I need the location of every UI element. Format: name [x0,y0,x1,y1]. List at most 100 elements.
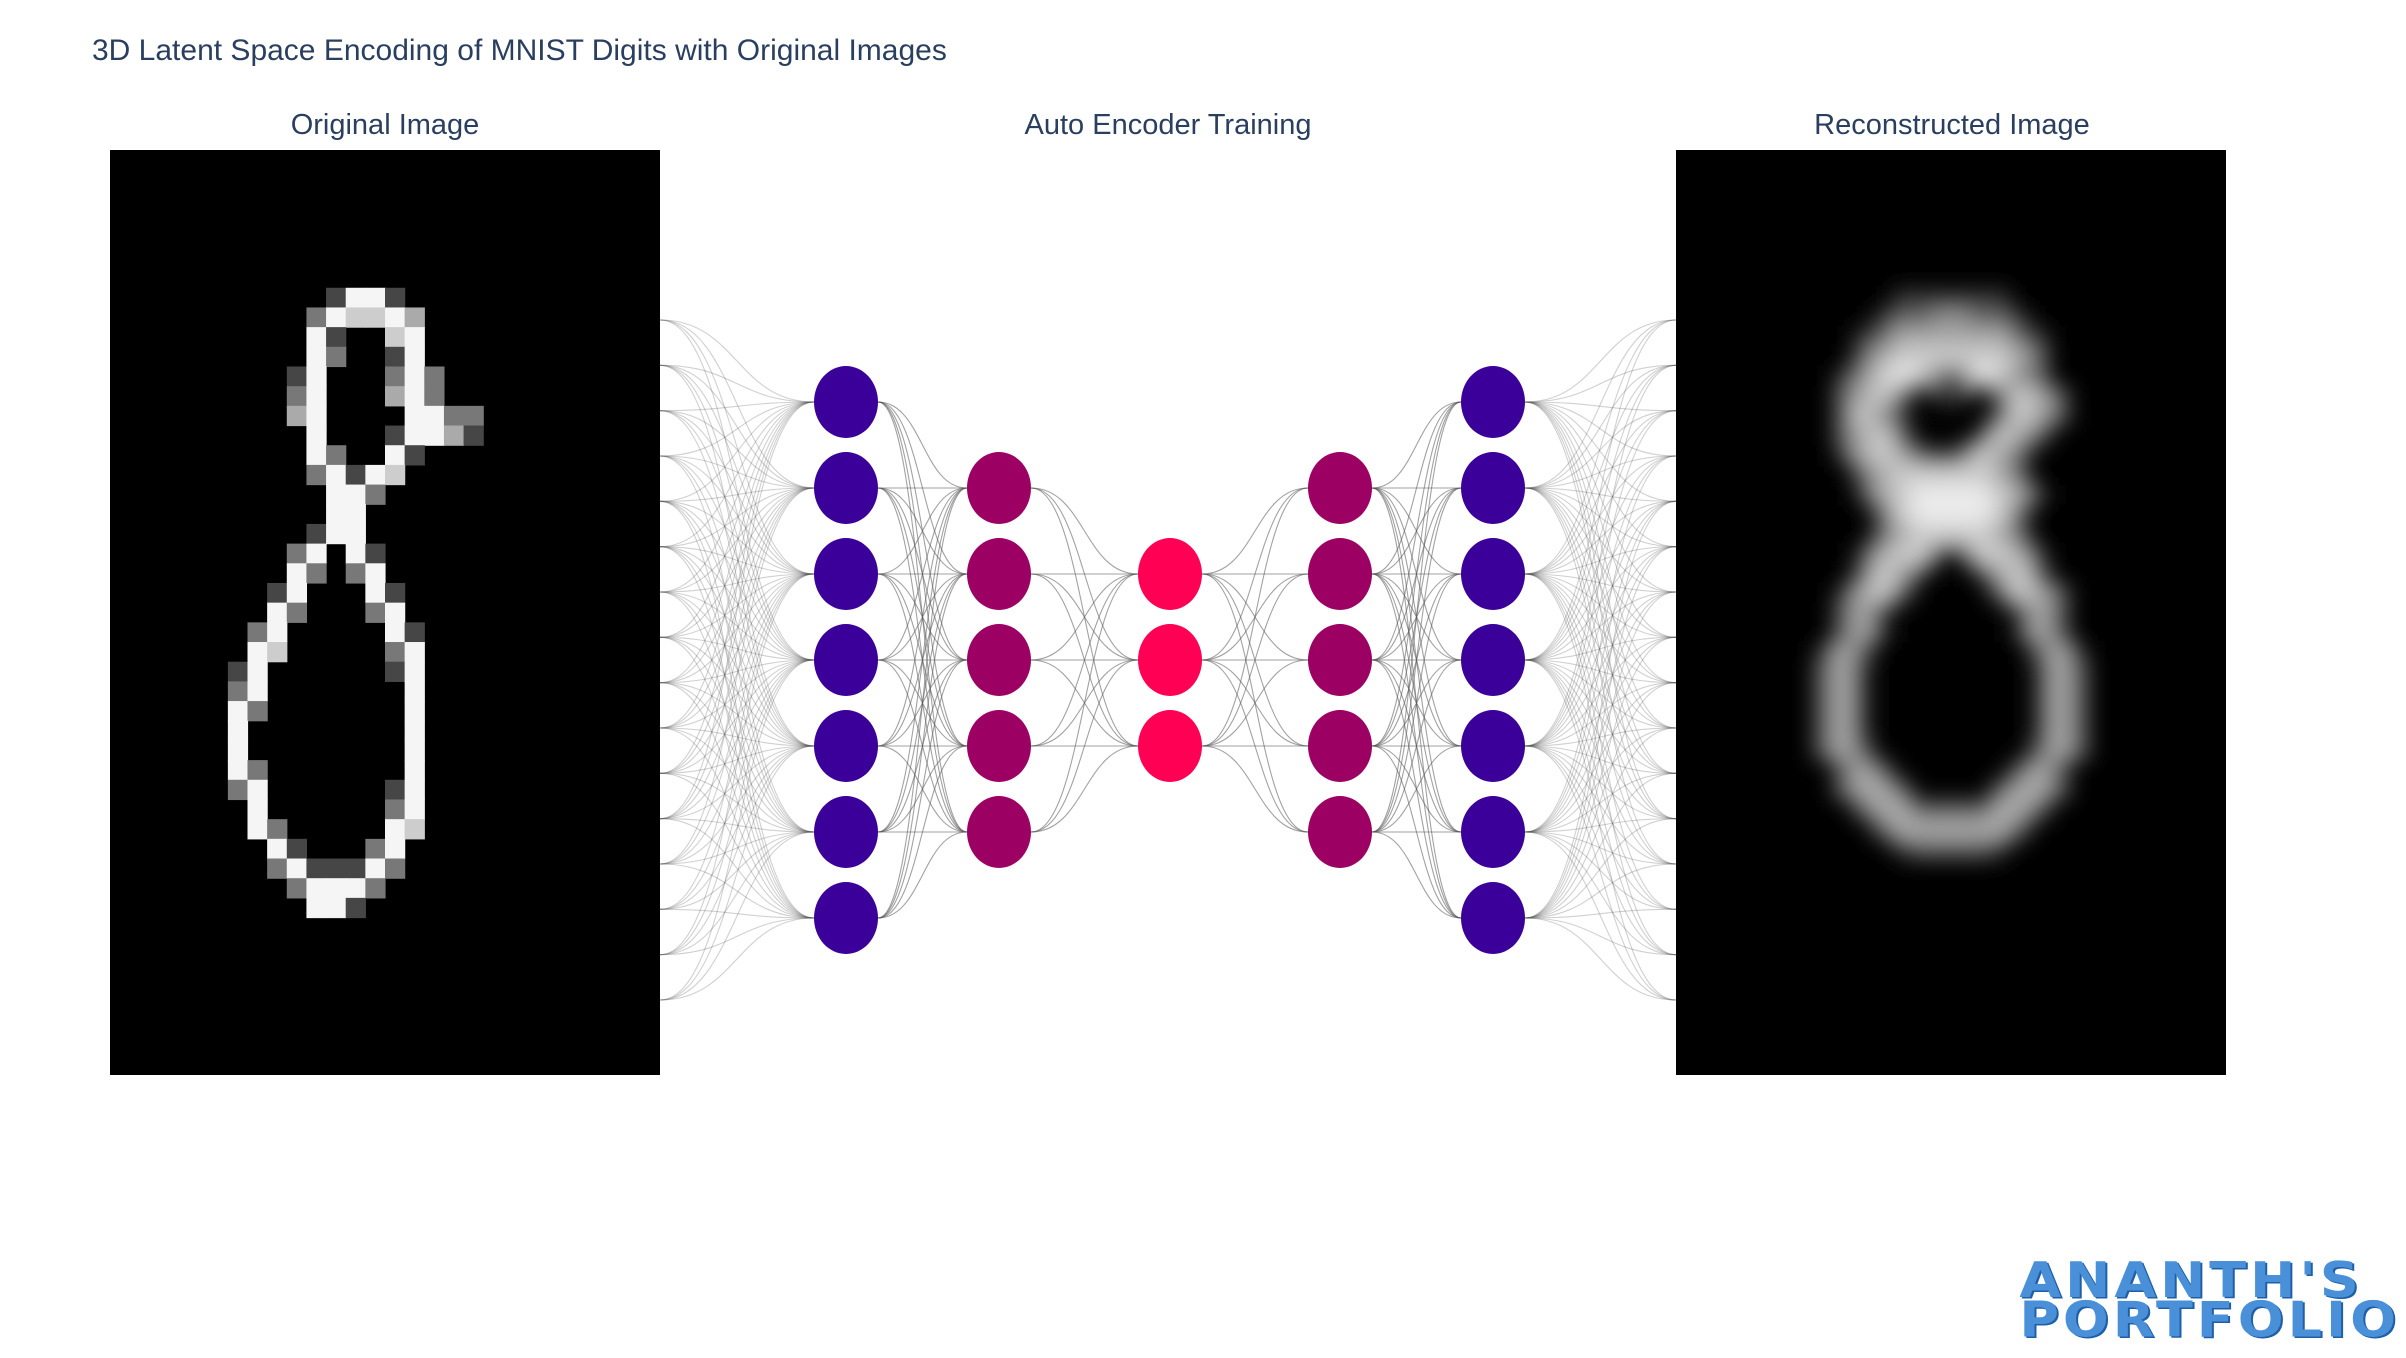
image-pixel [1970,523,1991,545]
input-edge [659,546,815,575]
image-pixel [326,504,347,525]
input-edge [659,500,815,747]
network-node-layer4-3 [1308,624,1372,696]
image-pixel [267,858,288,879]
image-pixel [345,543,366,564]
output-edge [1524,487,1677,774]
output-edge [1524,831,1677,1001]
image-pixel [1872,779,1893,801]
image-pixel [2029,779,2050,801]
output-edge [1524,745,1677,956]
output-edge [1524,487,1677,593]
image-pixel [2029,327,2050,348]
reconstructed-digit-image [1813,287,2090,860]
output-edge [1524,401,1677,548]
image-pixel [404,799,425,820]
input-edge [659,573,815,774]
image-pixel [1990,346,2011,368]
input-edge [659,682,815,919]
network-edge [877,487,968,661]
image-pixel [2009,779,2031,801]
output-edge [1524,659,1677,910]
image-pixel [1872,327,1893,348]
image-pixel [2068,642,2090,663]
output-edge [1524,455,1677,575]
image-pixel [1911,563,1932,584]
network-edge [1201,487,1309,661]
output-edge [1524,745,1677,865]
output-edge [1524,500,1677,661]
network-edge [1371,401,1462,575]
output-edge [1524,831,1677,910]
output-edge [1524,487,1677,638]
image-pixel [326,307,347,328]
input-edge [659,401,815,729]
image-pixel [1833,642,1854,663]
output-edge [1524,546,1677,919]
image-pixel [286,543,308,564]
image-pixel [1951,366,1972,387]
image-pixel [1951,504,1972,525]
image-pixel [1951,799,1972,820]
image-pixel [247,681,268,702]
image-pixel [345,897,366,919]
image-pixel [247,799,268,820]
image-pixel [2049,740,2070,761]
input-edge [659,727,815,833]
image-pixel [404,346,425,368]
output-edge [1524,591,1677,833]
output-edge [1524,745,1677,910]
image-pixel [326,327,347,348]
image-pixel [404,642,425,663]
image-pixel [227,760,249,781]
network-node-layer5-7 [1461,882,1525,954]
image-pixel [227,661,249,682]
output-edge [1524,727,1677,919]
image-pixel [1931,799,1952,820]
image-pixel [2009,346,2031,368]
image-pixel [385,819,406,840]
image-pixel [306,563,327,584]
image-pixel [2029,563,2050,584]
image-pixel [2029,386,2050,407]
image-pixel [1892,346,1913,368]
output-edge [1524,410,1677,489]
image-pixel [345,484,366,505]
input-edge [659,487,815,729]
image-pixel [1931,366,1952,387]
output-edge [1524,831,1677,865]
image-pixel [1970,346,1991,368]
output-edge [1524,636,1677,661]
input-edge [659,573,815,865]
image-pixel [1892,405,1913,427]
input-edge [659,319,815,661]
image-pixel [267,602,288,623]
input-edge [659,401,815,457]
image-pixel [1872,543,1893,564]
output-edge [1524,573,1677,684]
image-pixel [1951,445,1972,466]
image-pixel [1872,622,1893,643]
input-edge [659,917,815,956]
image-pixel [404,327,425,348]
input-edge [659,682,815,747]
image-pixel [2068,661,2090,682]
output-edge [1524,401,1677,457]
image-pixel [365,602,386,623]
image-pixel [1872,760,1893,781]
image-pixel [424,366,445,387]
input-edge [659,319,815,403]
image-pixel [404,405,425,427]
image-pixel [306,858,327,879]
network-node-layer2-1 [967,452,1031,524]
image-pixel [1852,582,1874,604]
input-edge [659,831,815,865]
image-pixel [1951,386,1972,407]
image-pixel [1833,661,1854,682]
image-pixel [326,287,347,309]
image-pixel [1990,327,2011,348]
image-pixel [2029,799,2050,820]
network-node-layer5-1 [1461,366,1525,438]
image-pixel [1911,464,1932,486]
input-edge [659,401,815,820]
